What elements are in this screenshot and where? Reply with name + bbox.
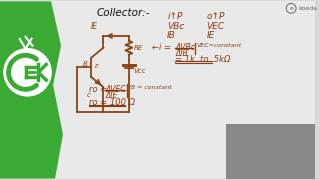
Bar — [49, 1, 315, 179]
Text: E: E — [94, 64, 99, 69]
Text: IB = constant: IB = constant — [129, 85, 172, 90]
Text: VBc: VBc — [167, 22, 184, 31]
Text: Vcc: Vcc — [134, 68, 146, 74]
Text: IB: IB — [167, 31, 176, 40]
Text: RE: RE — [134, 45, 143, 51]
Text: Collector:-: Collector:- — [96, 8, 150, 18]
Text: ΔIE: ΔIE — [105, 91, 118, 100]
Polygon shape — [0, 1, 63, 179]
Text: ΔVBc: ΔVBc — [175, 43, 195, 52]
Text: ←i =: ←i = — [152, 43, 172, 52]
Text: c: c — [87, 92, 91, 98]
Circle shape — [4, 49, 51, 96]
Bar — [226, 124, 315, 179]
Text: VEC: VEC — [207, 22, 225, 31]
Text: o↑P: o↑P — [207, 12, 225, 21]
Text: IE: IE — [207, 31, 215, 40]
Text: = 1k  to  5kΩ: = 1k to 5kΩ — [175, 55, 230, 64]
Text: ro = 100 Ω: ro = 100 Ω — [89, 98, 134, 107]
Text: i↑P: i↑P — [167, 12, 183, 21]
Text: VEC=constant: VEC=constant — [197, 43, 242, 48]
Text: koeda: koeda — [298, 6, 317, 11]
Text: ΔVEC: ΔVEC — [105, 85, 126, 94]
Text: ΔIB: ΔIB — [175, 49, 188, 58]
Text: IE: IE — [91, 22, 98, 31]
Text: e: e — [289, 6, 293, 11]
Text: ro =: ro = — [89, 85, 107, 94]
Text: B: B — [83, 61, 88, 68]
